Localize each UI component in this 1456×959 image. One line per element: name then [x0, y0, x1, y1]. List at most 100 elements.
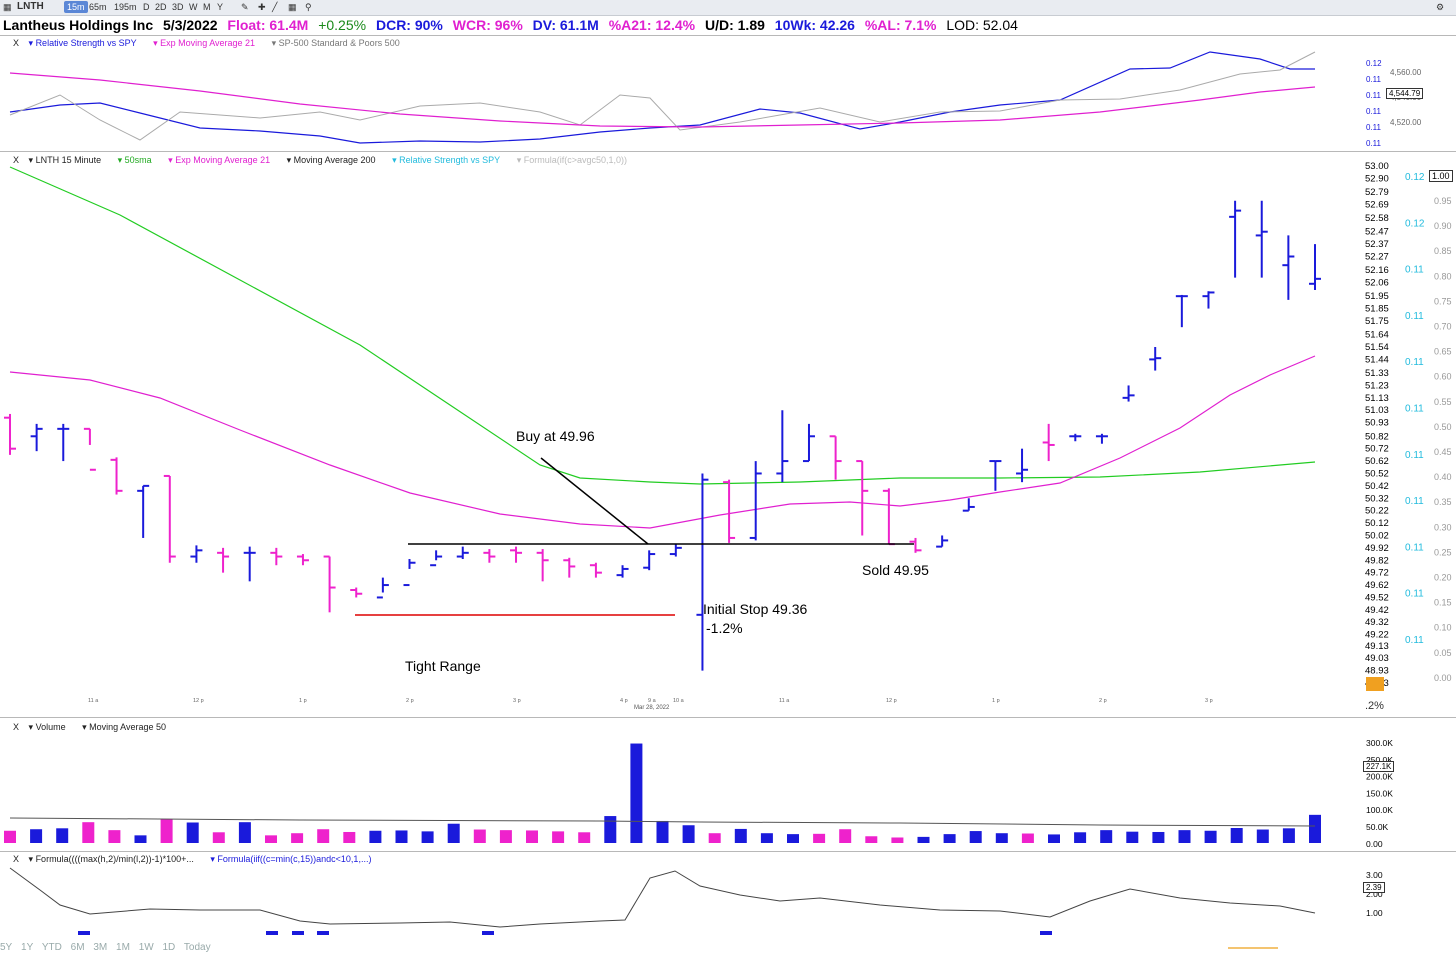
formula1-item[interactable]: ▾ Formula((((max(h,2)/min(l,2))-1)*100+.…	[28, 854, 194, 864]
volume-bar	[943, 834, 956, 843]
volume-bar	[186, 822, 199, 843]
range-ytd[interactable]: YTD	[41, 942, 62, 953]
volume-bar	[1021, 833, 1034, 843]
formula-signal-bar	[317, 931, 329, 935]
timeframe-195m[interactable]: 195m	[114, 2, 137, 12]
formula-last-value: 2.39	[1363, 882, 1385, 893]
divider	[0, 851, 1456, 852]
crosshair-icon[interactable]: ✚	[258, 2, 266, 12]
price-tick-label: 51.95	[1365, 291, 1389, 302]
formula-tick-label: 0.10	[1434, 623, 1452, 633]
timeframe-w[interactable]: W	[189, 2, 198, 12]
range-1m[interactable]: 1M	[116, 942, 130, 953]
ema21-item[interactable]: ▾ Exp Moving Average 21	[168, 155, 271, 165]
float-label: Float: 61.4M	[227, 17, 309, 33]
timeframe-y[interactable]: Y	[217, 2, 224, 12]
ma200-item[interactable]: ▾ Moving Average 200	[286, 155, 376, 165]
volume-bar	[813, 833, 826, 843]
rs-tick-label: 0.11	[1405, 265, 1424, 276]
price-tick-label: 52.58	[1365, 213, 1389, 224]
formula2-item[interactable]: ▾ Formula(iif((c=min(c,15))andc<10,1,...…	[210, 854, 372, 864]
formula-item[interactable]: ▾ Formula(if(c>avgc50,1,0))	[516, 155, 628, 165]
formula-tick-label: 0.00	[1434, 673, 1452, 683]
range-5y[interactable]: 5Y	[0, 942, 13, 953]
formula-tick-label: 0.15	[1434, 598, 1452, 608]
timeframe-15m[interactable]: 15m	[64, 1, 88, 13]
volume-ma-item[interactable]: ▾ Moving Average 50	[82, 722, 167, 732]
volume-bar	[995, 833, 1008, 843]
range-6m[interactable]: 6M	[70, 942, 85, 953]
range-1y[interactable]: 1Y	[21, 942, 34, 953]
price-tick-label: 50.72	[1365, 444, 1389, 455]
timeframe-m[interactable]: M	[203, 2, 211, 12]
volume-bar	[317, 829, 330, 843]
ema-item[interactable]: ▾ Exp Moving Average 21	[153, 38, 256, 48]
price-tick-label: 52.16	[1365, 265, 1389, 276]
time-tick-label: 1 p	[299, 698, 307, 704]
symbol-label[interactable]: LNTH	[17, 1, 44, 12]
time-tick-label: 3 p	[513, 698, 521, 704]
play-marker	[1366, 677, 1384, 691]
chart-icon[interactable]: ▦	[3, 2, 12, 12]
zoom-icon[interactable]: ⚲	[305, 2, 312, 12]
volume-bar	[212, 832, 225, 843]
price-tick-label: 52.27	[1365, 252, 1389, 263]
formula-signal-bar	[1040, 931, 1052, 935]
dv-label: DV: 61.1M	[532, 17, 599, 33]
timeframe-2d[interactable]: 2D	[155, 2, 167, 12]
formula-tick-label: 0.60	[1434, 372, 1452, 382]
price-tick-label: 49.82	[1365, 555, 1389, 566]
rs-tick-label: 0.11	[1405, 589, 1424, 600]
rs-tick-label: 0.11	[1405, 496, 1424, 507]
grid-icon[interactable]: ▦	[288, 2, 297, 12]
volume-bar	[291, 833, 304, 843]
close-icon[interactable]: X	[13, 722, 20, 732]
price-tick-label: 49.22	[1365, 630, 1389, 641]
dcr-label: DCR: 90%	[375, 17, 443, 33]
formula-tick-label: 0.35	[1434, 497, 1452, 507]
timeframe-d[interactable]: D	[143, 2, 150, 12]
volume-bar	[343, 831, 356, 843]
formula-tick-label: 0.50	[1434, 422, 1452, 432]
spx-item[interactable]: ▾ SP-500 Standard & Poors 500	[271, 38, 400, 48]
price-tick-label: 48.93	[1365, 666, 1389, 677]
drawing-tools-icon[interactable]: ✎	[241, 2, 249, 12]
volume-bar	[1100, 830, 1113, 843]
formula-signal-bar	[78, 931, 90, 935]
lod-label: LOD: 52.04	[946, 17, 1018, 33]
volume-axis-label: 100.0K	[1366, 805, 1393, 815]
line-tool-icon[interactable]: ╱	[272, 2, 278, 12]
volume-bar	[108, 830, 121, 843]
settings-icon[interactable]: ⚙	[1436, 2, 1445, 12]
rs-item[interactable]: ▾ Relative Strength vs SPY	[28, 38, 137, 48]
range-today[interactable]: Today	[183, 942, 211, 953]
price-tick-label: 52.37	[1365, 239, 1389, 250]
volume-ma-line	[9, 817, 1316, 827]
volume-item[interactable]: ▾ Volume	[28, 722, 66, 732]
formula-tick-label: 0.95	[1434, 196, 1452, 206]
timeframe-65m[interactable]: 65m	[89, 2, 107, 12]
price-tick-label: 52.90	[1365, 173, 1389, 184]
range-1d[interactable]: 1D	[162, 942, 176, 953]
volume-axis-label: 150.0K	[1366, 788, 1393, 798]
price-tick-label: 51.64	[1365, 330, 1389, 341]
rs-spy-item[interactable]: ▾ Relative Strength vs SPY	[392, 155, 501, 165]
price-tick-label: 50.62	[1365, 456, 1389, 467]
rs-tick-label: 0.12	[1405, 218, 1425, 229]
ud-label: U/D: 1.89	[704, 17, 765, 33]
timeframe-3d[interactable]: 3D	[172, 2, 184, 12]
volume-bar	[578, 832, 591, 843]
volume-bar	[604, 816, 617, 843]
range-3m[interactable]: 3M	[93, 942, 108, 953]
rs-axis-label: 0.12	[1366, 59, 1382, 68]
close-icon[interactable]: X	[13, 38, 20, 48]
symbol-item[interactable]: ▾ LNTH 15 Minute	[28, 155, 102, 165]
close-icon[interactable]: X	[13, 854, 20, 864]
volume-bar	[421, 831, 434, 843]
time-tick-label: 10 a	[673, 698, 685, 704]
close-icon[interactable]: X	[13, 155, 20, 165]
sma50-item[interactable]: ▾ 50sma	[117, 155, 152, 165]
volume-bar	[30, 829, 43, 843]
range-1w[interactable]: 1W	[138, 942, 154, 953]
